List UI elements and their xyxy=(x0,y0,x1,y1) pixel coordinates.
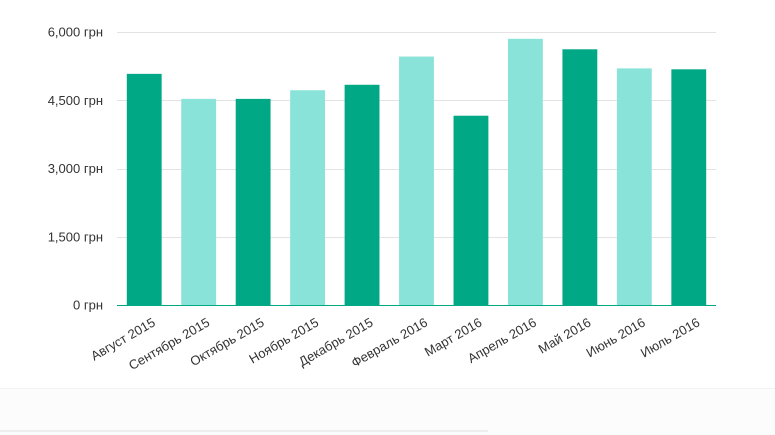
footer-band xyxy=(0,388,775,435)
bar xyxy=(290,90,326,306)
bar xyxy=(399,56,434,305)
y-tick-label: 1,500 грн xyxy=(48,229,103,244)
footer-divider xyxy=(0,430,488,432)
bars xyxy=(126,38,707,306)
y-tick-label: 0 грн xyxy=(73,298,103,313)
bar xyxy=(507,38,543,305)
y-tick-label: 4,500 грн xyxy=(48,93,103,108)
bar xyxy=(181,98,217,305)
y-tick-labels: 0 грн 1,500 грн 3,000 грн 4,500 грн 6,000 гр… xyxy=(48,25,103,313)
bar-chart: 0 грн 1,500 грн 3,000 грн 4,500 грн 6,000 гр… xyxy=(47,24,716,373)
x-tick-label: Июль 2016 xyxy=(638,315,702,361)
bar xyxy=(562,49,598,305)
bar xyxy=(344,84,380,305)
bar xyxy=(235,98,271,305)
y-tick-label: 6,000 грн xyxy=(48,25,103,40)
bar xyxy=(126,73,162,305)
bar xyxy=(671,69,707,305)
bar xyxy=(616,68,652,306)
x-tick-label: Июнь 2016 xyxy=(584,315,648,361)
chart-svg: 0 грн 1,500 грн 3,000 грн 4,500 грн 6,000 гр… xyxy=(48,25,716,373)
bar xyxy=(453,115,489,305)
y-tick-label: 3,000 грн xyxy=(48,161,103,176)
